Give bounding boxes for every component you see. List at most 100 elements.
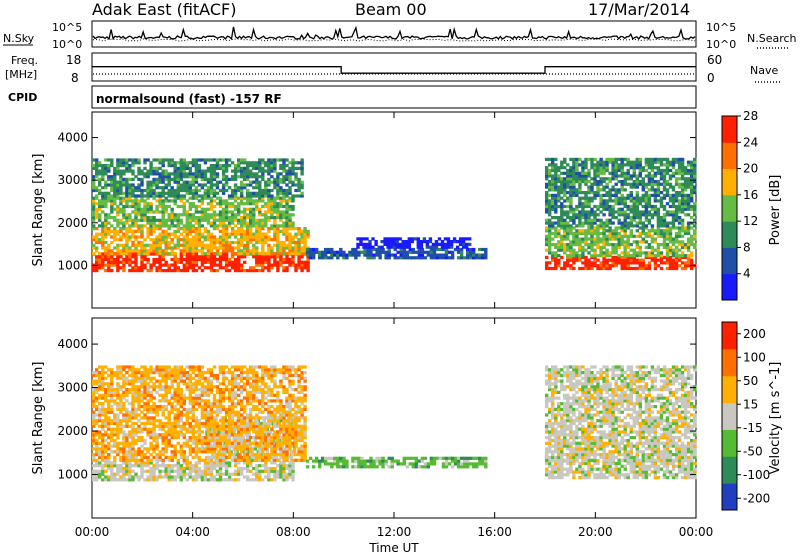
- power-cell: [557, 221, 561, 225]
- power-cell: [303, 240, 307, 245]
- power-cell: [128, 260, 132, 264]
- power-cell: [596, 188, 600, 192]
- power-cell: [237, 164, 241, 168]
- power-cell: [221, 232, 226, 236]
- velocity-cell: [194, 475, 199, 479]
- power-cell: [173, 229, 177, 233]
- power-cell: [143, 210, 147, 214]
- power-cell: [683, 226, 688, 230]
- power-cell: [608, 171, 612, 175]
- power-cell: [98, 216, 102, 220]
- power-cell: [101, 252, 105, 256]
- power-cell: [267, 249, 271, 253]
- power-cell: [665, 166, 670, 170]
- power-cell: [188, 172, 192, 176]
- power-cell: [179, 199, 183, 203]
- power-cell: [143, 238, 147, 242]
- power-cell: [206, 266, 211, 270]
- power-cell: [662, 171, 667, 175]
- power-cell: [194, 164, 199, 168]
- power-cell: [608, 204, 612, 209]
- power-cell: [383, 242, 387, 246]
- power-cell: [119, 252, 123, 256]
- power-cell: [116, 172, 120, 176]
- power-cell: [273, 235, 277, 239]
- power-cell: [191, 194, 196, 198]
- power-cell: [146, 207, 150, 211]
- power-cell: [563, 264, 567, 268]
- velocity-cell: [104, 475, 108, 479]
- velocity-cell: [215, 464, 220, 468]
- velocity-cell: [92, 388, 96, 392]
- power-cell: [164, 221, 168, 225]
- power-cell: [221, 238, 226, 242]
- power-cell: [581, 196, 585, 200]
- power-cell: [623, 254, 627, 258]
- power-cell: [551, 188, 555, 192]
- power-cell: [548, 221, 552, 225]
- power-cell: [128, 255, 132, 259]
- power-cell: [95, 213, 99, 217]
- power-cell: [653, 193, 658, 197]
- power-cell: [252, 186, 256, 190]
- power-cell: [300, 235, 304, 239]
- power-cell: [614, 248, 618, 252]
- power-cell: [182, 166, 186, 170]
- power-cell: [137, 204, 141, 209]
- velocity-cell: [116, 444, 120, 448]
- power-cell: [545, 177, 549, 181]
- power-cell: [227, 164, 232, 168]
- power-cell: [155, 166, 159, 170]
- power-cell: [387, 256, 391, 260]
- power-cell: [116, 169, 120, 173]
- power-cell: [161, 161, 165, 165]
- velocity-cell: [179, 475, 183, 479]
- power-cell: [602, 166, 606, 170]
- power-cell: [665, 182, 670, 186]
- power-cell: [149, 210, 153, 214]
- power-cell: [113, 260, 117, 264]
- power-cell: [312, 256, 316, 260]
- power-cell: [116, 210, 120, 214]
- power-cell: [608, 251, 612, 255]
- velocity-cell: [128, 379, 132, 383]
- power-cell: [191, 227, 196, 231]
- power-cell: [599, 157, 603, 161]
- power-cell: [635, 185, 639, 189]
- power-cell: [611, 255, 615, 259]
- power-cell: [185, 213, 189, 217]
- velocity-cell: [107, 478, 111, 482]
- velocity-cell: [288, 466, 292, 471]
- power-cell: [693, 157, 697, 161]
- power-cell: [261, 243, 265, 247]
- power-cell: [581, 245, 585, 249]
- power-cells: [92, 157, 697, 273]
- power-cell: [668, 255, 673, 259]
- power-cell: [194, 216, 199, 220]
- power-cell: [458, 242, 463, 246]
- power-cell: [152, 229, 156, 233]
- power-cell: [608, 188, 612, 192]
- power-cell: [167, 240, 171, 245]
- power-cell: [191, 263, 196, 267]
- power-cell: [578, 231, 582, 236]
- power-cell: [279, 202, 283, 206]
- power-cell: [593, 226, 597, 230]
- power-cell: [602, 204, 606, 209]
- power-cell: [484, 247, 488, 252]
- power-cell: [635, 191, 639, 195]
- power-cell: [572, 166, 576, 170]
- power-cell: [249, 218, 253, 222]
- power-cell: [92, 177, 96, 181]
- power-cell: [638, 213, 642, 217]
- power-cell: [575, 166, 579, 170]
- power-cell: [321, 256, 325, 260]
- power-cell: [560, 213, 564, 217]
- velocity-cell: [107, 390, 111, 394]
- velocity-cell: [101, 379, 105, 383]
- power-cell: [303, 246, 307, 250]
- power-cell: [650, 180, 655, 184]
- power-cell: [246, 227, 250, 231]
